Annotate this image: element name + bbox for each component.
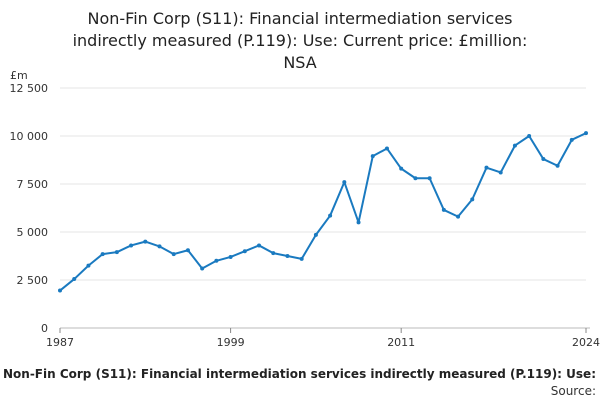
chart-title-line-2: indirectly measured (P.119): Use: Curren…: [73, 31, 528, 50]
data-point[interactable]: [143, 239, 148, 244]
data-point[interactable]: [498, 170, 503, 175]
y-tick-label: 5 000: [17, 226, 49, 239]
data-point[interactable]: [299, 256, 304, 261]
data-point[interactable]: [86, 263, 91, 268]
data-point[interactable]: [200, 266, 205, 271]
series-line: [59, 132, 587, 292]
data-point[interactable]: [114, 250, 119, 255]
data-point[interactable]: [384, 146, 389, 151]
data-point[interactable]: [271, 251, 276, 256]
chart-title-line-3: NSA: [283, 53, 316, 72]
y-tick-label: 10 000: [10, 130, 49, 143]
data-point[interactable]: [427, 176, 432, 181]
x-tick-label: 1999: [217, 336, 245, 349]
y-tick-label: 0: [41, 322, 48, 335]
source-label: Source:: [551, 384, 596, 398]
data-point[interactable]: [584, 131, 588, 136]
x-tick-label: 2024: [572, 336, 600, 349]
footer-series-name: Non-Fin Corp (S11): Financial intermedia…: [3, 367, 600, 381]
data-point[interactable]: [171, 252, 176, 257]
chart-title-line-1: Non-Fin Corp (S11): Financial intermedia…: [87, 9, 512, 28]
axes: 0 2 500 5 000 7 500 10 000 12 500 1987 1999 2011…: [10, 82, 600, 349]
data-point[interactable]: [356, 220, 361, 225]
data-point[interactable]: [527, 134, 532, 138]
data-point[interactable]: [214, 258, 219, 263]
data-point[interactable]: [569, 137, 574, 142]
data-point[interactable]: [484, 165, 489, 170]
data-point[interactable]: [242, 249, 247, 254]
data-point[interactable]: [399, 166, 404, 171]
y-tick-label: 12 500: [10, 82, 49, 95]
data-point[interactable]: [185, 248, 190, 253]
data-point[interactable]: [285, 254, 290, 258]
data-point[interactable]: [313, 232, 318, 237]
x-tick-label: 1987: [46, 336, 74, 349]
data-point[interactable]: [157, 244, 162, 249]
data-point[interactable]: [541, 157, 546, 162]
data-point[interactable]: [512, 143, 517, 148]
y-tick-label: 7 500: [17, 178, 49, 191]
y-tick-label: 2 500: [17, 274, 49, 287]
data-point[interactable]: [257, 243, 262, 248]
data-point[interactable]: [58, 288, 62, 293]
gridlines: [60, 87, 586, 281]
data-point[interactable]: [72, 277, 77, 282]
data-point[interactable]: [413, 176, 418, 181]
data-point[interactable]: [228, 254, 233, 259]
data-point[interactable]: [441, 207, 446, 212]
data-point[interactable]: [555, 163, 560, 168]
data-point[interactable]: [328, 213, 333, 218]
data-point[interactable]: [100, 252, 105, 257]
y-axis-unit-label: £m: [10, 69, 28, 82]
data-point[interactable]: [370, 154, 375, 159]
data-series: [58, 131, 588, 293]
data-point[interactable]: [342, 180, 347, 185]
data-point[interactable]: [129, 243, 134, 248]
data-point[interactable]: [470, 197, 475, 202]
data-point[interactable]: [456, 214, 461, 219]
x-tick-label: 2011: [387, 336, 415, 349]
